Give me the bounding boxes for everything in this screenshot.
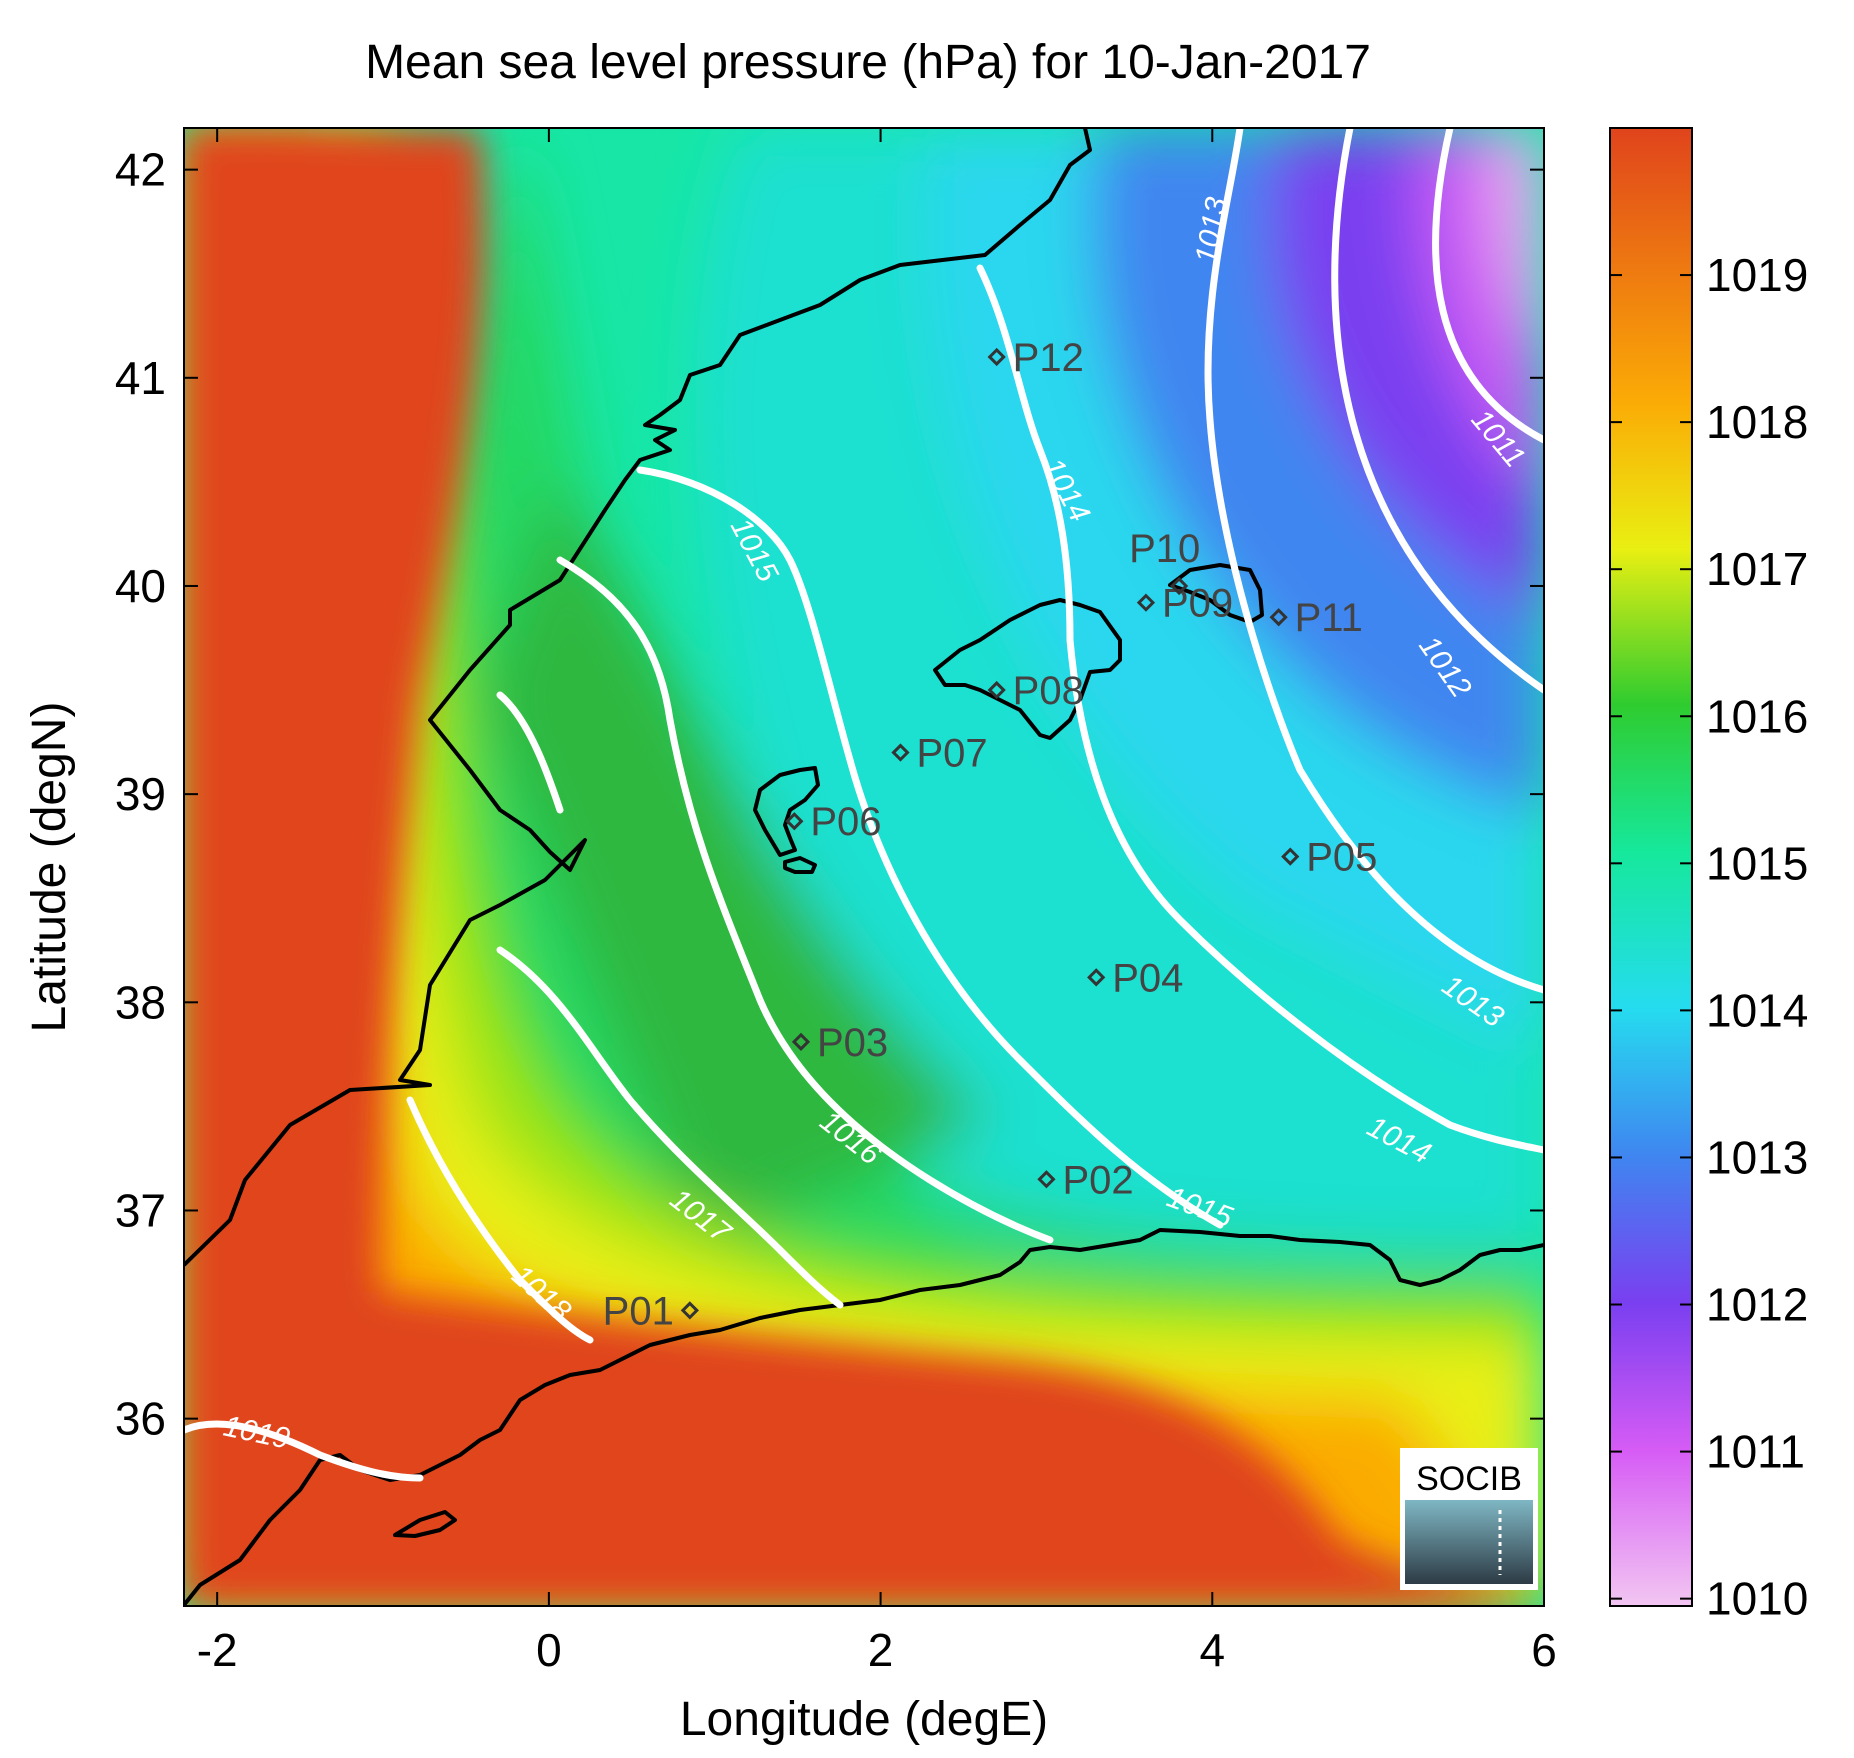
- station-label: P07: [916, 732, 987, 776]
- x-axis: -2 0 2 4 6: [197, 128, 1557, 1676]
- contour-line-1019: [184, 1420, 424, 1482]
- y-tick-label: 36: [115, 1393, 166, 1445]
- station-p06[interactable]: P06: [785, 800, 882, 844]
- colorbar-tick-label: 1012: [1706, 1279, 1808, 1331]
- logo-text: SOCIB: [1416, 1460, 1522, 1498]
- x-tick-label: 6: [1531, 1624, 1557, 1676]
- iberian-coastline: [184, 128, 1092, 1267]
- station-p12[interactable]: P12: [987, 336, 1084, 380]
- station-p08[interactable]: P08: [987, 669, 1084, 713]
- x-tick-label: 0: [536, 1624, 562, 1676]
- ibiza-coastline: [753, 766, 820, 857]
- contour-line-1011: [1432, 128, 1544, 444]
- station-marker-icon: [1087, 968, 1106, 987]
- contour-line-1016: [556, 556, 1054, 1244]
- contour-line-1017: [496, 946, 844, 1309]
- colorbar-tick-label: 1013: [1706, 1131, 1808, 1183]
- station-marker-icon: [987, 347, 1006, 367]
- logo-wave: [1405, 1500, 1533, 1584]
- station-marker-icon: [680, 1301, 699, 1320]
- contour-line-1013: [1204, 128, 1544, 994]
- contour-line-1017-west: [496, 691, 564, 814]
- station-marker-icon: [987, 680, 1006, 700]
- station-label: P05: [1306, 836, 1377, 880]
- station-marker-icon: [1281, 847, 1300, 866]
- x-tick-label: 4: [1199, 1624, 1225, 1676]
- y-tick-label: 38: [115, 976, 166, 1028]
- menorca-coastline: [1168, 563, 1264, 624]
- y-tick-label: 40: [115, 560, 166, 612]
- colorbar-gradient: [1609, 127, 1693, 1607]
- station-marker-icon: [785, 812, 804, 831]
- formentera-coastline: [783, 856, 817, 874]
- colorbar-tick-label: 1010: [1706, 1573, 1808, 1625]
- station-marker-icon: [1269, 608, 1288, 627]
- contour-line-1014: [976, 264, 1544, 1154]
- colorbar-tick-label: 1016: [1706, 690, 1808, 742]
- station-marker-icon: [891, 743, 910, 762]
- socib-logo: SOCIB: [1400, 1448, 1538, 1590]
- y-tick-label: 42: [115, 144, 166, 196]
- station-label: P04: [1112, 956, 1183, 1000]
- contour-line-1015: [636, 466, 1224, 1229]
- contour-line-1018: [406, 1096, 594, 1344]
- y-axis-title: Latitude (degN): [23, 702, 76, 1033]
- station-p03[interactable]: P03: [791, 1021, 888, 1065]
- contour-line-1012: [1331, 128, 1544, 694]
- station-label: P10: [1129, 527, 1200, 571]
- station-label: P12: [1013, 336, 1084, 380]
- colorbar: 1010 1011 1012 1013 1014 1015 1016 1017 1018 1019: [1609, 127, 1808, 1625]
- station-label: P03: [817, 1021, 888, 1065]
- station-label: P08: [1013, 669, 1084, 713]
- y-tick-label: 37: [115, 1184, 166, 1236]
- x-tick-label: -2: [197, 1624, 238, 1676]
- station-marker-icon: [1136, 593, 1156, 612]
- colorbar-tick-label: 1018: [1706, 396, 1808, 448]
- mallorca-coastline: [933, 598, 1122, 740]
- colorbar-tick-label: 1011: [1706, 1426, 1805, 1478]
- station-p10[interactable]: P10: [1129, 527, 1200, 596]
- colorbar-tick-label: 1017: [1706, 543, 1808, 595]
- station-p02[interactable]: P02: [1037, 1158, 1134, 1202]
- station-p07[interactable]: P07: [891, 732, 988, 776]
- colorbar-tick-label: 1014: [1706, 984, 1808, 1036]
- pressure-contours: [184, 128, 1544, 1482]
- y-tick-label: 41: [115, 352, 166, 404]
- y-axis: 36 37 38 39 40 41 42: [115, 144, 1544, 1445]
- colorbar-ticks: 1010 1011 1012 1013 1014 1015 1016 1017 1018 1019: [1610, 249, 1808, 1625]
- station-p01[interactable]: P01: [603, 1289, 699, 1333]
- station-p11[interactable]: P11: [1269, 596, 1363, 640]
- alboran-coastline: [393, 1510, 457, 1538]
- plot-frame: [183, 127, 1545, 1607]
- station-marker-icon: [1169, 576, 1189, 596]
- colorbar-tick-label: 1019: [1706, 249, 1808, 301]
- station-p04[interactable]: P04: [1087, 956, 1183, 1000]
- station-label: P01: [603, 1289, 674, 1333]
- y-tick-label: 39: [115, 768, 166, 820]
- x-tick-label: 2: [868, 1624, 894, 1676]
- station-label: P06: [810, 800, 881, 844]
- station-label: P02: [1062, 1158, 1133, 1202]
- station-label: P11: [1295, 596, 1363, 640]
- map-title: Mean sea level pressure (hPa) for 10-Jan…: [365, 36, 1371, 89]
- station-marker-icon: [791, 1032, 811, 1051]
- station-marker-icon: [1037, 1170, 1056, 1189]
- pressure-field: [184, 128, 1544, 1606]
- colorbar-tick-label: 1015: [1706, 837, 1808, 889]
- station-p05[interactable]: P05: [1281, 836, 1377, 880]
- x-axis-title: Longitude (degE): [680, 1693, 1048, 1746]
